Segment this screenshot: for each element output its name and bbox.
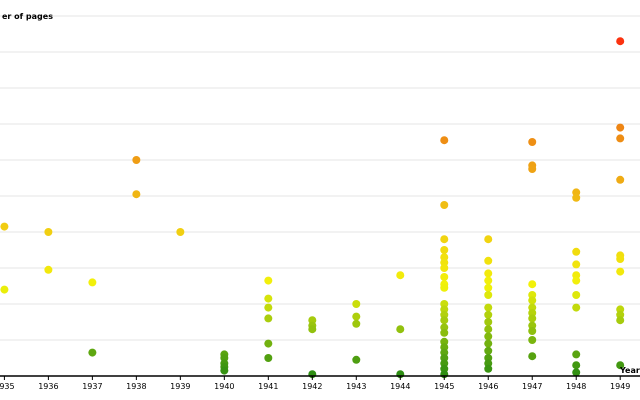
data-point (44, 228, 53, 236)
x-tick-label: 1935 (0, 382, 15, 391)
data-point (88, 278, 97, 287)
data-point (44, 265, 53, 274)
data-point (616, 37, 625, 46)
data-point (572, 350, 581, 359)
data-point (308, 325, 317, 334)
data-point (616, 175, 625, 184)
data-point (440, 283, 449, 292)
data-point (572, 291, 581, 299)
x-tick-label: 1942 (302, 382, 322, 391)
x-tick-label: 1949 (610, 382, 630, 391)
data-point (440, 273, 449, 281)
data-point (88, 348, 97, 357)
data-point (440, 201, 449, 209)
data-point (484, 291, 493, 299)
data-point (572, 193, 581, 202)
x-tick-label: 1944 (390, 382, 410, 391)
x-tick-label: 1939 (170, 382, 190, 391)
data-point (572, 260, 581, 269)
data-point (352, 319, 361, 328)
data-point (528, 165, 537, 173)
y-axis-title: er of pages (2, 12, 53, 21)
data-point (484, 318, 493, 326)
data-point (484, 346, 493, 355)
data-point (484, 256, 493, 265)
data-point (396, 325, 405, 334)
data-point (440, 246, 449, 254)
data-point (440, 264, 449, 272)
x-tick-label: 1940 (214, 382, 234, 391)
gridlines (0, 15, 640, 341)
data-point (528, 336, 537, 344)
data-point (264, 276, 273, 285)
data-point (616, 255, 625, 263)
data-point (264, 303, 273, 312)
data-point (572, 361, 581, 370)
x-tick-label: 1947 (522, 382, 542, 391)
data-point (616, 134, 625, 143)
data-point (572, 247, 581, 256)
data-point (572, 276, 581, 285)
data-point (528, 296, 537, 305)
data-point (616, 267, 625, 276)
data-point (264, 354, 273, 362)
x-tick-label: 1943 (346, 382, 366, 391)
data-point (440, 328, 449, 337)
data-point (484, 276, 493, 285)
data-points (0, 37, 625, 379)
data-point (440, 235, 449, 244)
data-point (528, 314, 537, 323)
data-point (440, 316, 449, 325)
data-point (484, 283, 493, 292)
data-point (132, 190, 141, 199)
data-point (132, 156, 141, 164)
x-tick-label: 1937 (82, 382, 102, 391)
data-point (484, 310, 493, 319)
data-point (352, 312, 361, 321)
data-point (484, 332, 493, 341)
data-point (440, 136, 449, 145)
data-point (352, 355, 361, 364)
data-point (616, 316, 625, 325)
x-tick-label: 1945 (434, 382, 454, 391)
x-axis-ticks: 1935 1936 1937 1938 1939 1940 1941 1942 1943 1944… (0, 376, 630, 391)
data-point (264, 314, 273, 323)
data-point (528, 327, 537, 335)
data-point (352, 300, 361, 308)
data-point (176, 228, 185, 236)
x-tick-label: 1941 (258, 382, 278, 391)
data-point (484, 303, 493, 312)
data-point (220, 366, 229, 375)
data-point (528, 352, 537, 361)
data-point (396, 271, 405, 280)
data-point (0, 222, 9, 231)
data-point (484, 339, 493, 348)
data-point (528, 138, 537, 146)
data-point (484, 235, 493, 244)
data-point (484, 364, 493, 373)
data-point (572, 303, 581, 312)
data-point (572, 368, 581, 377)
data-point (484, 325, 493, 334)
data-point (264, 339, 273, 348)
data-point (616, 361, 625, 370)
data-point (484, 269, 493, 278)
data-point (616, 123, 625, 132)
data-point (528, 280, 537, 289)
x-tick-label: 1938 (126, 382, 146, 391)
x-tick-label: 1936 (38, 382, 58, 391)
x-tick-label: 1948 (566, 382, 586, 391)
x-tick-label: 1946 (478, 382, 498, 391)
x-axis-title: Year (619, 366, 640, 375)
data-point (0, 285, 9, 294)
data-point (264, 294, 273, 303)
